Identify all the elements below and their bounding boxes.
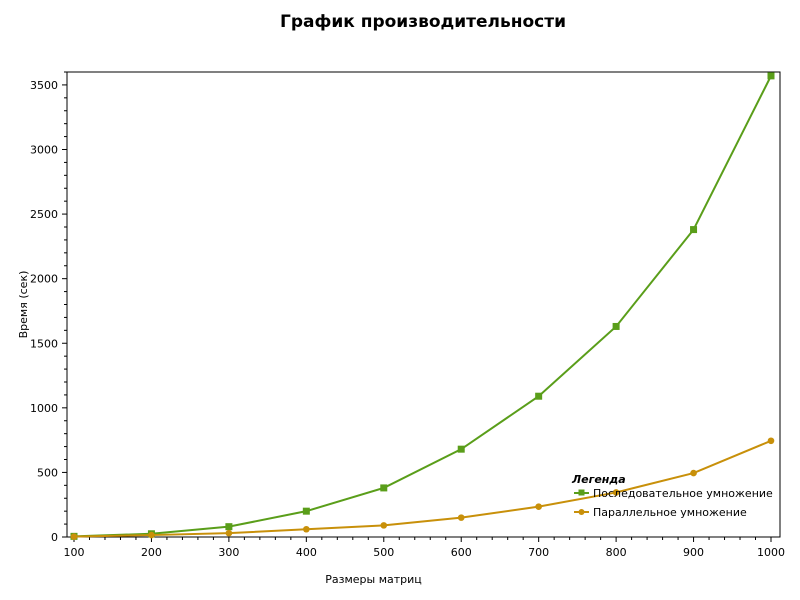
x-tick-label: 600 — [451, 546, 472, 559]
chart-title: График производительности — [279, 12, 567, 32]
data-point — [380, 484, 388, 492]
y-tick-label: 1000 — [30, 402, 58, 415]
x-tick-label: 100 — [64, 546, 85, 559]
x-tick-label: 1000 — [757, 546, 785, 559]
y-tick-label: 3500 — [30, 79, 58, 92]
y-tick-label: 3000 — [30, 144, 58, 157]
x-tick-label: 500 — [373, 546, 394, 559]
y-tick-label: 500 — [37, 466, 58, 479]
data-point — [767, 72, 775, 80]
data-point — [302, 507, 310, 515]
data-point — [690, 226, 698, 234]
legend-marker — [578, 509, 585, 515]
x-tick-label: 900 — [683, 546, 704, 559]
data-point — [148, 531, 155, 539]
data-point — [690, 469, 697, 477]
x-axis-title: Размеры матриц — [325, 573, 422, 586]
x-tick-label: 800 — [606, 546, 627, 559]
data-point — [380, 522, 388, 529]
x-tick-label: 400 — [296, 546, 317, 559]
data-point — [70, 533, 78, 540]
data-point — [225, 529, 233, 537]
y-tick-label: 0 — [51, 531, 58, 544]
series-line-1 — [73, 75, 772, 538]
y-tick-label: 2000 — [30, 273, 58, 286]
data-point — [457, 445, 465, 453]
data-point — [225, 523, 233, 531]
x-tick-label: 200 — [141, 546, 162, 559]
legend-title: Легенда — [571, 473, 626, 486]
data-point — [767, 437, 775, 445]
y-tick-label: 2500 — [30, 208, 58, 221]
series-line-2 — [73, 439, 772, 538]
data-point — [457, 514, 465, 521]
legend-marker — [578, 489, 585, 496]
y-tick-label: 1500 — [30, 337, 58, 350]
legend-label: Параллельное умножение — [593, 506, 747, 519]
data-point — [535, 392, 543, 400]
data-point — [303, 525, 310, 533]
data-point — [612, 489, 620, 496]
y-axis-title: Время (сек) — [17, 271, 30, 339]
x-tick-label: 700 — [528, 546, 549, 559]
x-tick-label: 300 — [218, 546, 239, 559]
data-point — [612, 322, 620, 330]
legend-label: Последовательное умножение — [593, 487, 773, 500]
data-point — [535, 503, 542, 510]
